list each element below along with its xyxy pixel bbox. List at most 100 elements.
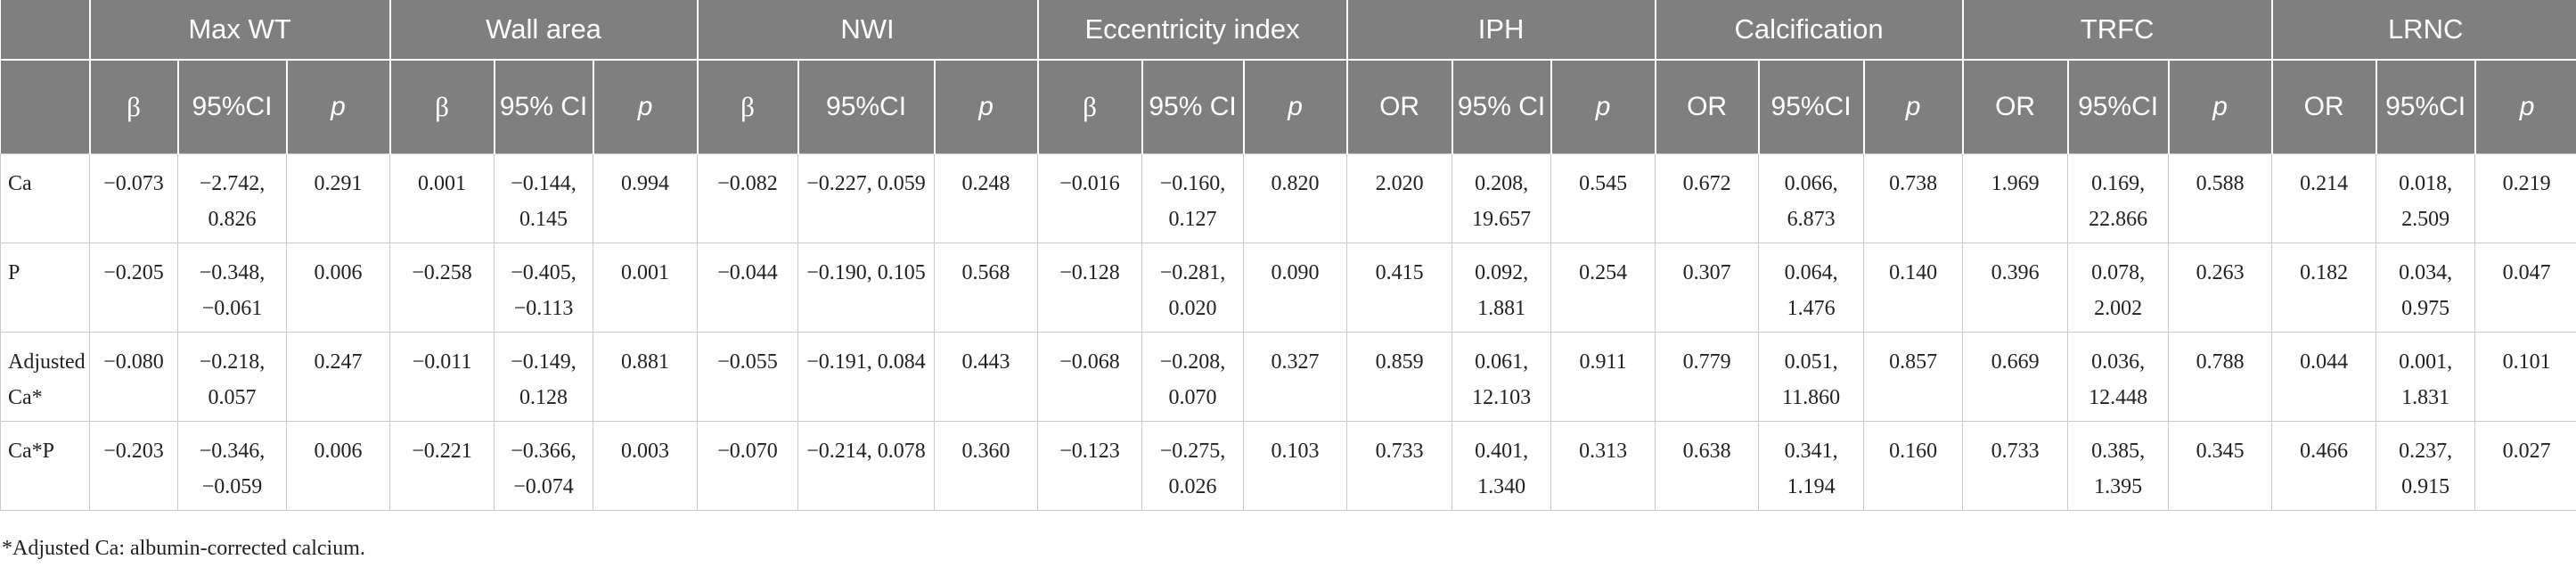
column-header: 95%CI bbox=[2375, 60, 2475, 154]
table-cell: −2.742, 0.826 bbox=[177, 153, 287, 243]
table-cell: −0.405, −0.113 bbox=[494, 243, 594, 333]
table-cell: 0.003 bbox=[593, 421, 699, 511]
table-cell: 0.733 bbox=[1346, 421, 1453, 511]
table-cell: 0.994 bbox=[593, 153, 699, 243]
table-cell: 0.103 bbox=[1243, 421, 1348, 511]
column-header: p bbox=[2167, 60, 2272, 154]
table-cell: 0.090 bbox=[1243, 243, 1348, 333]
table-cell: 0.672 bbox=[1655, 153, 1760, 243]
table-cell: −0.346, −0.059 bbox=[177, 421, 287, 511]
table-cell: 0.237, 0.915 bbox=[2376, 421, 2476, 511]
table-cell: 1.969 bbox=[1962, 153, 2069, 243]
group-header-row: Max WT Wall area NWI Eccentricity index IPH C… bbox=[0, 0, 2576, 61]
table-cell: −0.348, −0.061 bbox=[177, 243, 287, 333]
column-header: p bbox=[933, 60, 1038, 154]
table-cell: 0.443 bbox=[934, 332, 1039, 422]
corner-cell-lower bbox=[0, 60, 90, 154]
table-cell: 0.066, 6.873 bbox=[1758, 153, 1865, 243]
column-header: p bbox=[1862, 60, 1963, 154]
table-cell: −0.073 bbox=[89, 153, 178, 243]
group-header: Calcification bbox=[1654, 0, 1963, 61]
table-cell: 0.001 bbox=[593, 243, 699, 333]
column-header: p bbox=[1242, 60, 1347, 154]
table-cell: 2.020 bbox=[1346, 153, 1453, 243]
group-header: Max WT bbox=[88, 0, 390, 61]
column-header: β bbox=[88, 60, 178, 154]
table-cell: 0.859 bbox=[1346, 332, 1453, 422]
table-cell: 0.140 bbox=[1863, 243, 1964, 333]
table-cell: 0.396 bbox=[1962, 243, 2069, 333]
table-cell: 0.254 bbox=[1550, 243, 1656, 333]
group-header: TRFC bbox=[1961, 0, 2272, 61]
column-header: 95% CI bbox=[1141, 60, 1244, 154]
table-cell: −0.070 bbox=[697, 421, 799, 511]
table-cell: 0.034, 0.975 bbox=[2376, 243, 2476, 333]
table-cell: 0.307 bbox=[1655, 243, 1760, 333]
table-cell: 0.208, 19.657 bbox=[1452, 153, 1552, 243]
table-cell: 0.078, 2.002 bbox=[2067, 243, 2170, 333]
column-header: OR bbox=[2270, 60, 2376, 154]
table-cell: 0.733 bbox=[1962, 421, 2069, 511]
table-cell: −0.208, 0.070 bbox=[1141, 332, 1245, 422]
column-header: p bbox=[285, 60, 390, 154]
table-cell: −0.214, 0.078 bbox=[797, 421, 936, 511]
table-cell: −0.218, 0.057 bbox=[177, 332, 287, 422]
table-cell: −0.160, 0.127 bbox=[1141, 153, 1245, 243]
table-cell: −0.366, −0.074 bbox=[494, 421, 594, 511]
table-cell: 0.001, 1.831 bbox=[2376, 332, 2476, 422]
table-cell: 0.101 bbox=[2474, 332, 2576, 422]
table-cell: 0.006 bbox=[285, 243, 391, 333]
table-cell: 0.214 bbox=[2271, 153, 2377, 243]
table-row: Ca −0.073 −2.742, 0.826 0.291 0.001 −0.144, 0… bbox=[0, 153, 2576, 243]
table-cell: 0.545 bbox=[1550, 153, 1656, 243]
table-cell: 0.385, 1.395 bbox=[2067, 421, 2170, 511]
table-cell: 0.263 bbox=[2168, 243, 2273, 333]
table-cell: −0.191, 0.084 bbox=[797, 332, 936, 422]
column-header: 95%CI bbox=[797, 60, 935, 154]
column-header: 95%CI bbox=[2066, 60, 2169, 154]
table-cell: 0.219 bbox=[2474, 153, 2576, 243]
column-header: p bbox=[592, 60, 698, 154]
table-cell: −0.190, 0.105 bbox=[797, 243, 936, 333]
table-cell: −0.275, 0.026 bbox=[1141, 421, 1245, 511]
table-cell: −0.016 bbox=[1037, 153, 1143, 243]
table-cell: 0.327 bbox=[1243, 332, 1348, 422]
column-header: β bbox=[696, 60, 798, 154]
table-cell: −0.221 bbox=[389, 421, 495, 511]
table-cell: 0.779 bbox=[1655, 332, 1760, 422]
table-cell: −0.011 bbox=[389, 332, 495, 422]
table-cell: 0.018, 2.509 bbox=[2376, 153, 2476, 243]
table-cell: 0.044 bbox=[2271, 332, 2377, 422]
table-cell: 0.169, 22.866 bbox=[2067, 153, 2170, 243]
column-header: p bbox=[1550, 60, 1656, 154]
column-header: p bbox=[2474, 60, 2576, 154]
table-container: Max WT Wall area NWI Eccentricity index IPH C… bbox=[0, 0, 2576, 560]
group-header: IPH bbox=[1345, 0, 1656, 61]
column-header: 95% CI bbox=[1451, 60, 1551, 154]
table-cell: −0.149, 0.128 bbox=[494, 332, 594, 422]
table-cell: 0.092, 1.881 bbox=[1452, 243, 1552, 333]
row-label: Adjusted Ca* bbox=[0, 332, 90, 422]
table-cell: −0.128 bbox=[1037, 243, 1143, 333]
row-label: Ca*P bbox=[0, 421, 90, 511]
table-cell: 0.051, 11.860 bbox=[1758, 332, 1865, 422]
column-header: OR bbox=[1345, 60, 1452, 154]
column-header: OR bbox=[1654, 60, 1759, 154]
table-cell: 0.291 bbox=[285, 153, 391, 243]
table-cell: 0.047 bbox=[2474, 243, 2576, 333]
subheader-row: β 95%CI p β 95% CI p β 95%CI p β 95% CI p OR 95% CI p O… bbox=[0, 60, 2576, 154]
table-cell: 0.401, 1.340 bbox=[1452, 421, 1552, 511]
table-cell: −0.068 bbox=[1037, 332, 1143, 422]
table-row: Adjusted Ca* −0.080 −0.218, 0.057 0.247 −0.0… bbox=[0, 332, 2576, 422]
table-cell: 0.911 bbox=[1550, 332, 1656, 422]
table-cell: 0.061, 12.103 bbox=[1452, 332, 1552, 422]
table-cell: 0.341, 1.194 bbox=[1758, 421, 1865, 511]
table-cell: 0.881 bbox=[593, 332, 699, 422]
table-cell: 0.247 bbox=[285, 332, 391, 422]
table-cell: 0.001 bbox=[389, 153, 495, 243]
table-cell: 0.006 bbox=[285, 421, 391, 511]
corner-cell bbox=[0, 0, 90, 61]
table-cell: −0.055 bbox=[697, 332, 799, 422]
table-cell: −0.281, 0.020 bbox=[1141, 243, 1245, 333]
table-cell: 0.313 bbox=[1550, 421, 1656, 511]
